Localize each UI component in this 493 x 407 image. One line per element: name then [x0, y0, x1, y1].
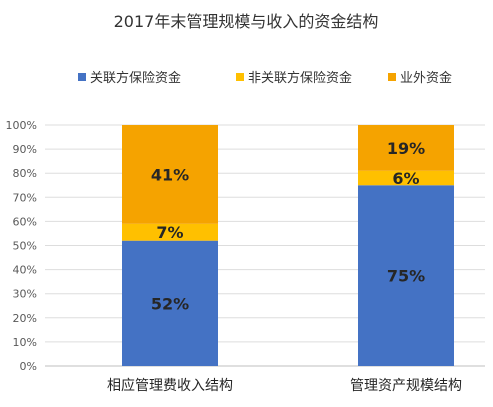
y-tick-label: 80% — [13, 167, 37, 180]
data-label: 6% — [392, 169, 419, 188]
y-tick-label: 30% — [13, 288, 37, 301]
y-tick-label: 70% — [13, 191, 37, 204]
data-label: 7% — [156, 223, 183, 242]
category-label: 相应管理费收入结构 — [107, 377, 233, 394]
legend-label: 非关联方保险资金 — [248, 70, 352, 86]
bar-segment — [358, 170, 454, 186]
category-label: 管理资产规模结构 — [350, 378, 462, 394]
bar-segment — [358, 125, 454, 171]
y-tick-label: 20% — [13, 312, 37, 325]
bar-segment — [122, 223, 218, 241]
legend-label: 业外资金 — [400, 70, 452, 86]
legend-swatch — [236, 73, 244, 81]
bars: 52% 7% 41% 75% 6% 19% — [122, 125, 454, 366]
bar-segment — [122, 125, 218, 224]
data-label: 41% — [151, 165, 189, 184]
y-tick-label: 90% — [13, 143, 37, 156]
data-label: 19% — [387, 139, 425, 158]
y-tick-label: 40% — [13, 264, 37, 277]
bar-segment — [122, 240, 218, 366]
y-tick-label: 10% — [13, 336, 37, 349]
legend-label: 关联方保险资金 — [90, 70, 181, 86]
legend: 关联方保险资金 非关联方保险资金 业外资金 — [78, 70, 452, 86]
x-axis: 相应管理费收入结构 管理资产规模结构 — [107, 377, 462, 394]
y-tick-label: 100% — [6, 119, 37, 132]
data-label: 75% — [387, 267, 425, 286]
legend-swatch — [388, 73, 396, 81]
y-axis: 0% 10% 20% 30% 40% 50% 60% 70% 80% 90% 100% — [6, 119, 37, 373]
data-label: 52% — [151, 294, 189, 313]
legend-swatch — [78, 73, 86, 81]
bar-segment — [358, 185, 454, 366]
y-tick-label: 0% — [20, 360, 37, 373]
y-tick-label: 50% — [13, 240, 37, 253]
chart-title: 2017年末管理规模与收入的资金结构 — [114, 12, 379, 31]
y-tick-label: 60% — [13, 215, 37, 228]
